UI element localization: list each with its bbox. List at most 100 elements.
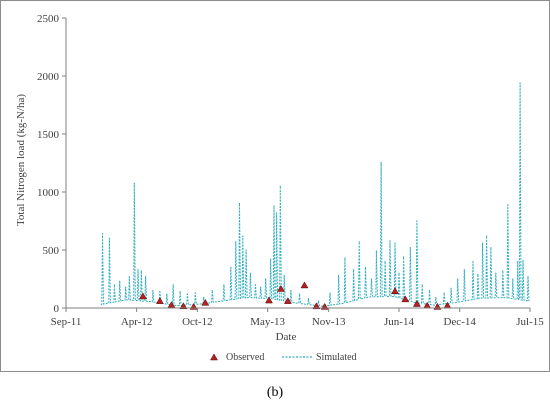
simulated-peak-point bbox=[344, 257, 346, 259]
simulated-peak-point bbox=[463, 269, 465, 271]
simulated-peak-point bbox=[512, 278, 514, 280]
simulated-peak-point bbox=[394, 242, 396, 244]
simulated-peak-point bbox=[298, 293, 301, 295]
simulated-peak-point bbox=[211, 290, 213, 292]
simulated-series-line bbox=[100, 82, 531, 307]
simulated-peak-point bbox=[398, 272, 400, 274]
x-tick-label: Jul-15 bbox=[516, 316, 544, 328]
simulated-peak-point bbox=[477, 273, 479, 275]
observed-point bbox=[179, 302, 188, 310]
simulated-peak-point bbox=[245, 249, 247, 251]
simulated-peak-point bbox=[485, 235, 488, 237]
observed-point bbox=[412, 300, 421, 307]
x-tick-label: Nov-13 bbox=[312, 316, 346, 328]
simulated-peak-point bbox=[358, 241, 360, 243]
simulated-peak-point bbox=[159, 291, 161, 293]
simulated-peak-point bbox=[137, 269, 139, 271]
simulated-peak-point bbox=[203, 296, 205, 299]
observed-point bbox=[283, 297, 292, 304]
simulated-peak-point bbox=[409, 247, 411, 249]
simulated-peak-point bbox=[144, 276, 147, 278]
observed-point bbox=[276, 284, 285, 292]
simulated-peak-point bbox=[186, 293, 188, 295]
simulated-peak-point bbox=[108, 237, 111, 239]
simulated-peak-point bbox=[403, 256, 405, 258]
simulated-peak-point bbox=[527, 276, 529, 278]
simulated-peak-point bbox=[172, 284, 174, 286]
legend-observed-marker bbox=[210, 353, 218, 361]
x-tick-label: Oct-12 bbox=[182, 316, 213, 328]
x-tick-label: May-13 bbox=[250, 316, 285, 328]
x-tick-label: Sep-11 bbox=[51, 316, 82, 328]
axes: 0 500 1000 1500 2000 2500 Sep-11 Apr-12 Oct-12 Ma… bbox=[37, 13, 544, 328]
simulated-peak-point bbox=[249, 272, 252, 274]
simulated-peak-point bbox=[472, 261, 474, 263]
simulated-peak-point bbox=[290, 290, 292, 292]
simulated-peak-point bbox=[283, 274, 285, 277]
simulated-peak-point bbox=[375, 250, 378, 252]
x-tick-label: Dec-14 bbox=[443, 316, 476, 328]
chart-frame bbox=[0, 0, 550, 372]
simulated-peak-point bbox=[352, 269, 355, 271]
observed-point bbox=[391, 287, 399, 295]
simulated-peak-point bbox=[490, 247, 492, 249]
y-tick-label: 0 bbox=[54, 303, 60, 315]
simulated-peak-point bbox=[223, 284, 225, 286]
y-tick-label: 2500 bbox=[37, 13, 60, 25]
simulated-peak-point bbox=[235, 241, 237, 243]
y-tick-label: 2000 bbox=[37, 71, 60, 83]
simulated-peak-point bbox=[254, 284, 256, 286]
observed-point bbox=[201, 298, 210, 306]
simulated-peak-point bbox=[517, 261, 519, 263]
simulated-peak-point bbox=[270, 258, 272, 260]
simulated-peak-point bbox=[230, 266, 232, 268]
y-tick-label: 1000 bbox=[37, 187, 60, 199]
simulated-peak-point bbox=[265, 278, 267, 280]
legend: Observed Simulated bbox=[210, 352, 357, 363]
x-axis-title: Date bbox=[276, 331, 297, 343]
simulated-peak-point bbox=[101, 233, 104, 235]
simulated-peak-point bbox=[380, 161, 382, 164]
y-axis-title: Total Nitrogen load (kg-N/ha) bbox=[15, 94, 27, 226]
simulated-peak-point bbox=[152, 290, 154, 292]
simulated-peak-point bbox=[507, 204, 509, 206]
observed-point bbox=[139, 292, 147, 300]
plot-area bbox=[100, 82, 531, 310]
y-tick-label: 1500 bbox=[37, 129, 60, 141]
simulated-peak-point bbox=[338, 274, 340, 277]
simulated-peak-point bbox=[113, 284, 116, 286]
simulated-peak-point bbox=[450, 287, 452, 289]
simulated-peak-point bbox=[495, 272, 497, 274]
legend-simulated-label: Simulated bbox=[316, 352, 357, 363]
observed-point bbox=[300, 281, 309, 289]
simulated-peak-point bbox=[140, 270, 142, 272]
simulated-peak-point bbox=[481, 242, 484, 244]
simulated-peak-point bbox=[519, 82, 521, 84]
simulated-peak-point bbox=[443, 292, 445, 294]
simulated-peak-point bbox=[329, 292, 331, 294]
simulated-peak-point bbox=[421, 284, 423, 286]
simulated-peak-point bbox=[279, 185, 281, 187]
observed-point bbox=[423, 301, 432, 309]
simulated-peak-point bbox=[166, 293, 168, 295]
observed-point bbox=[401, 295, 410, 303]
simulated-peak-point bbox=[273, 205, 275, 207]
simulated-peak-point bbox=[238, 203, 241, 205]
simulated-peak-point bbox=[370, 278, 373, 280]
simulated-peak-point bbox=[364, 266, 367, 268]
x-tick-label: Apr-12 bbox=[121, 316, 153, 328]
simulated-peak-point bbox=[416, 220, 418, 222]
observed-point bbox=[265, 296, 273, 304]
simulated-peak-point bbox=[133, 182, 135, 184]
observed-point bbox=[312, 302, 321, 310]
simulated-peak-point bbox=[389, 240, 391, 242]
simulated-peak-point bbox=[435, 296, 437, 299]
simulated-peak-point bbox=[428, 290, 431, 292]
simulated-peak-point bbox=[276, 212, 278, 214]
simulated-peak-point bbox=[522, 259, 524, 262]
simulated-peak-point bbox=[194, 292, 196, 294]
y-tick-label: 500 bbox=[43, 245, 60, 257]
simulated-peak-point bbox=[384, 261, 386, 263]
simulated-peak-point bbox=[119, 280, 121, 282]
simulated-peak-point bbox=[128, 276, 130, 278]
